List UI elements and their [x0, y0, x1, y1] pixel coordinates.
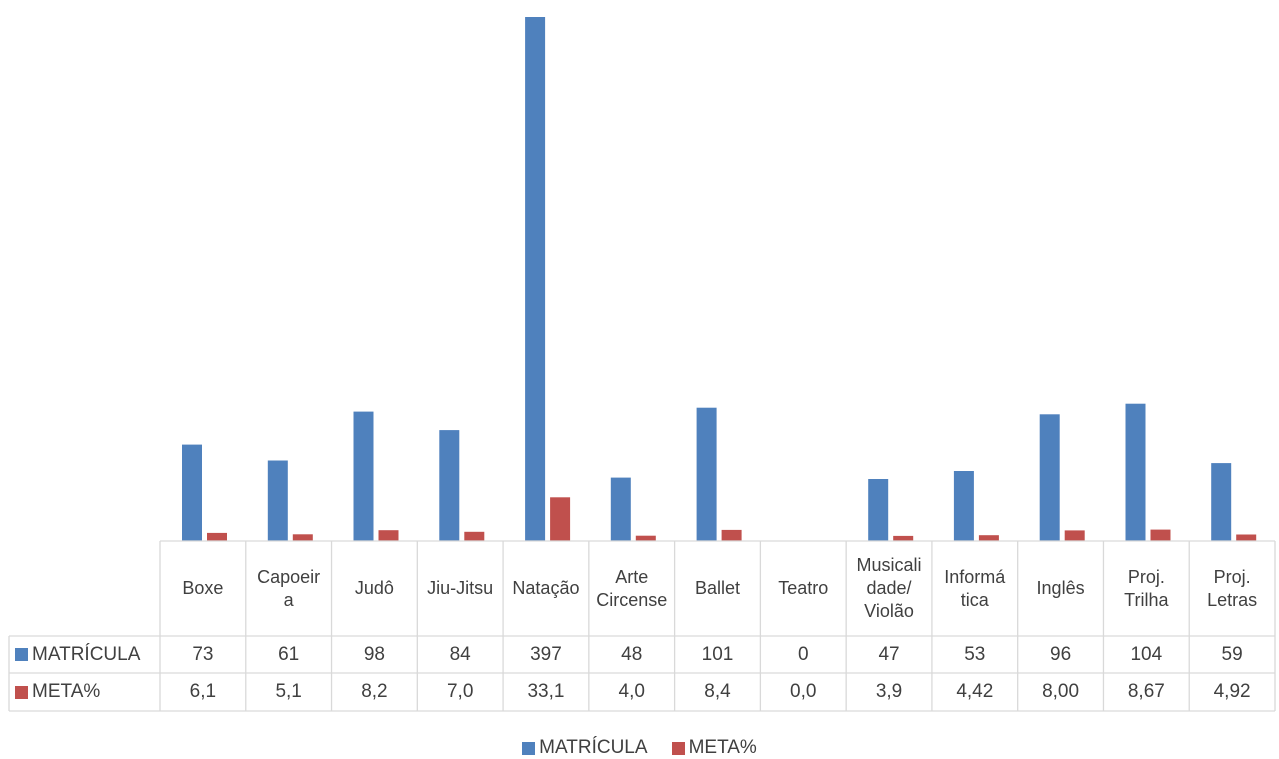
category-label: Proj. Letras [1207, 566, 1258, 610]
bar-meta-4 [550, 497, 571, 541]
bar-matricula-1 [267, 460, 288, 541]
table-cell-value: 397 [530, 643, 562, 665]
legend-swatch-series-2 [671, 741, 685, 755]
table-row-label: MATRÍCULA [32, 643, 141, 665]
table-row-label: META% [32, 681, 101, 702]
bar-meta-6 [721, 529, 742, 541]
table-cell-value: 6,1 [189, 681, 217, 702]
bar-meta-0 [207, 532, 227, 541]
table-cell-value: 4,92 [1213, 681, 1251, 702]
bar-meta-12 [1236, 534, 1257, 541]
table-cell-value: 7,0 [446, 681, 474, 702]
bar-matricula-8 [868, 479, 889, 541]
table-cell-value: 8,4 [704, 681, 731, 702]
category-label: Natação [512, 578, 580, 598]
bar-matricula-0 [182, 444, 202, 541]
legend-item-series-2: META% [671, 737, 757, 759]
bar-meta-5 [635, 535, 656, 541]
category-label: Proj. Trilha [1124, 566, 1169, 610]
table-cell-value: 0 [797, 643, 809, 665]
table-cell-value: 8,2 [361, 681, 388, 702]
legend-swatch-series-1 [522, 741, 536, 755]
bar-meta-10 [1064, 530, 1085, 541]
table-cell-value: 3,9 [875, 681, 903, 702]
bar-matricula-12 [1211, 463, 1232, 541]
table-cell-value: 101 [701, 643, 734, 665]
category-label: Jiu-Jitsu [427, 578, 494, 598]
category-label: Musicali dade/ Violão [856, 555, 922, 621]
bar-matricula-4 [525, 17, 546, 541]
category-label: Arte Circense [596, 566, 668, 610]
bar-matricula-5 [610, 477, 631, 541]
bar-matricula-6 [696, 407, 717, 541]
legend-item-series-1: MATRÍCULA [522, 737, 648, 759]
bar-matricula-11 [1125, 403, 1146, 541]
category-label: Capoeir a [257, 566, 321, 610]
table-cell-value: 59 [1221, 643, 1243, 665]
table-cell-value: 84 [449, 643, 471, 665]
table-cell-value: 96 [1050, 643, 1072, 665]
bar-meta-2 [378, 530, 399, 541]
table-cell-value: 4,42 [956, 681, 994, 702]
bar-meta-1 [292, 534, 313, 541]
chart-legend: MATRÍCULA META% [0, 737, 1279, 759]
table-cell-value: 47 [878, 643, 900, 665]
table-cell-value: 98 [363, 643, 385, 665]
category-label: Teatro [778, 578, 829, 598]
category-label: Boxe [182, 578, 224, 598]
table-row-header-series-2: META% [15, 673, 100, 711]
table-swatch-series-2 [15, 685, 28, 699]
table-cell-value: 33,1 [527, 681, 565, 702]
table-cell-value: 73 [192, 643, 214, 665]
table-swatch-series-1 [15, 648, 28, 661]
category-label: Judô [354, 578, 394, 598]
table-cell-value: 8,00 [1042, 681, 1080, 702]
table-cell-value: 53 [964, 643, 986, 665]
category-label: Inglês [1036, 578, 1085, 598]
category-label: Ballet [694, 578, 740, 598]
table-cell-value: 4,0 [618, 681, 645, 702]
bar-meta-11 [1150, 529, 1171, 541]
bar-matricula-3 [439, 430, 460, 541]
table-cell-value: 5,1 [275, 681, 302, 702]
bar-matricula-9 [953, 471, 974, 541]
legend-label-series-1: MATRÍCULA [539, 737, 648, 758]
table-cell-value: 48 [621, 643, 643, 665]
bar-meta-8 [893, 535, 914, 541]
table-row-header-series-1: MATRÍCULA [15, 636, 140, 673]
table-cell-value: 104 [1130, 643, 1163, 665]
legend-label-series-2: META% [688, 737, 757, 758]
bar-matricula-2 [353, 411, 374, 541]
table-cell-value: 8,67 [1127, 681, 1165, 702]
category-label: Informá tica [944, 566, 1006, 610]
table-cell-value: 0,0 [790, 681, 817, 702]
bar-meta-3 [464, 531, 485, 541]
bar-matricula-10 [1039, 414, 1060, 541]
table-cell-value: 61 [278, 643, 300, 665]
bar-meta-9 [978, 535, 999, 541]
